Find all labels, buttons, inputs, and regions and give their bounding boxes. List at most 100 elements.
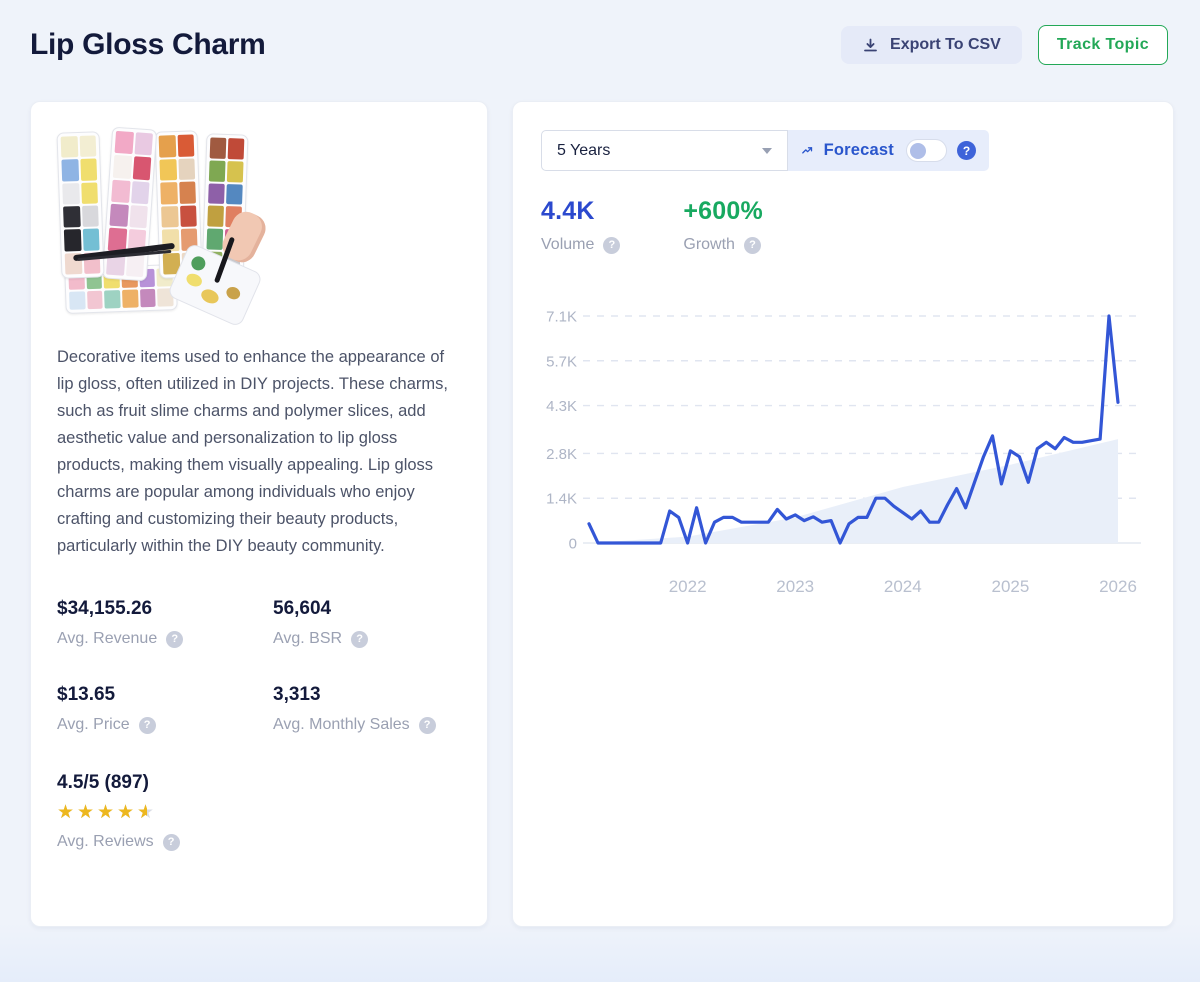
charm-cell	[122, 289, 139, 308]
page-header: Lip Gloss Charm Export To CSV Track Topi…	[0, 0, 1200, 65]
charm-cell	[207, 205, 224, 228]
volume-value: 4.4K	[541, 197, 595, 225]
help-icon[interactable]: ?	[162, 833, 180, 851]
y-axis-tick-label: 4.3K	[546, 398, 577, 415]
star-icon: ★ ★	[117, 802, 135, 824]
stat-label-row: Avg. Monthly Sales?	[273, 716, 461, 734]
forecast-toggle-knob	[910, 142, 926, 159]
charm-cell	[104, 290, 121, 309]
reviews-block: 4.5/5 (897) ★ ★ ★ ★ ★ ★ ★ ★ ★ ★ Avg. Reviews ?	[57, 772, 461, 851]
forecast-trend-area	[589, 439, 1118, 543]
header-actions: Export To CSV Track Topic	[841, 25, 1168, 65]
product-card: Decorative items used to enhance the app…	[30, 101, 488, 927]
charm-cell	[158, 135, 176, 158]
stat-item: $34,155.26 Avg. Revenue?	[57, 598, 273, 648]
x-axis-tick-label: 2025	[991, 577, 1029, 596]
y-axis-tick-label: 5.7K	[546, 353, 577, 370]
star-icon: ★ ★	[57, 802, 75, 824]
help-icon[interactable]: ?	[351, 630, 369, 648]
page-title: Lip Gloss Charm	[30, 28, 266, 61]
charm-cell	[133, 132, 153, 156]
charm-cell	[69, 291, 86, 310]
charm-cell	[160, 182, 178, 205]
stat-value: $34,155.26	[57, 598, 153, 620]
charm-cell	[227, 138, 245, 160]
growth-label-row: Growth ?	[683, 236, 763, 254]
x-axis-tick-label: 2023	[776, 577, 814, 596]
time-range-select[interactable]: 5 Years	[541, 130, 788, 171]
stat-label-row: Avg. Price?	[57, 716, 273, 734]
charm-blob	[189, 254, 208, 273]
charm-cell	[159, 158, 177, 181]
charm-cell	[128, 205, 148, 229]
stats-grid: $34,155.26 Avg. Revenue? 56,604 Avg. BSR? $1…	[57, 598, 461, 734]
download-icon	[864, 38, 877, 51]
reviews-label-row: Avg. Reviews ?	[57, 833, 461, 851]
volume-line-series	[587, 314, 1120, 545]
chevron-down-icon	[762, 147, 772, 154]
stat-label-row: Avg. BSR?	[273, 630, 461, 648]
charm-cell	[130, 180, 150, 205]
star-icon: ★ ★	[137, 802, 155, 824]
charm-cell	[226, 160, 244, 183]
main-content: Decorative items used to enhance the app…	[0, 65, 1200, 927]
star-icon: ★ ★	[97, 802, 115, 824]
track-topic-button[interactable]: Track Topic	[1037, 25, 1168, 65]
trend-card: 5 Years Forecast ? 4.4K Volume ?	[512, 101, 1174, 927]
charm-blob	[184, 271, 204, 289]
charm-cell	[62, 182, 80, 205]
charm-blob	[199, 286, 221, 307]
forecast-toggle[interactable]	[906, 139, 947, 162]
forecast-help-icon[interactable]: ?	[957, 141, 976, 160]
x-axis-tick-label: 2024	[884, 577, 922, 596]
stat-label: Avg. BSR	[273, 630, 343, 648]
time-range-value: 5 Years	[557, 141, 611, 159]
charm-cell	[208, 183, 225, 205]
charm-cell	[178, 181, 196, 204]
charm-cell	[161, 205, 179, 228]
forecast-group: Forecast ?	[788, 130, 989, 171]
y-axis-tick-label: 0	[569, 536, 577, 553]
charm-cell	[82, 228, 100, 251]
help-icon[interactable]: ?	[603, 236, 621, 254]
y-axis-tick-label: 1.4K	[546, 491, 577, 508]
charm-cell	[63, 206, 81, 228]
charm-cell	[209, 137, 227, 159]
y-axis-tick-label: 2.8K	[546, 446, 577, 463]
charm-cell	[132, 156, 152, 181]
x-axis-tick-label: 2026	[1099, 577, 1137, 596]
volume-label: Volume	[541, 236, 595, 253]
reviews-value: 4.5/5 (897)	[57, 772, 149, 794]
charm-cell	[179, 204, 197, 227]
charm-cell	[109, 203, 129, 228]
stat-item: 3,313 Avg. Monthly Sales?	[273, 684, 461, 734]
x-axis-tick-label: 2022	[669, 577, 707, 596]
charm-cell	[112, 155, 132, 179]
product-description: Decorative items used to enhance the app…	[57, 348, 448, 556]
stat-value: 56,604	[273, 598, 332, 620]
help-icon[interactable]: ?	[166, 630, 184, 648]
charm-cell	[208, 160, 226, 182]
help-icon[interactable]: ?	[418, 716, 436, 734]
stat-value: 3,313	[273, 684, 321, 706]
charm-blob	[224, 284, 243, 302]
growth-value: +600%	[683, 197, 763, 225]
star-icon: ★ ★	[77, 802, 95, 824]
charm-cell	[60, 136, 78, 158]
charm-cell	[63, 229, 82, 252]
metrics-row: 4.4K Volume ? +600% Growth ?	[541, 197, 1145, 254]
charm-cell	[111, 179, 131, 203]
export-csv-button[interactable]: Export To CSV	[841, 26, 1022, 64]
charm-cell	[177, 157, 196, 180]
chart-controls: 5 Years Forecast ?	[541, 130, 1145, 171]
charm-cell	[61, 159, 79, 182]
charm-cell	[206, 228, 224, 251]
stat-value: $13.65	[57, 684, 116, 706]
help-icon[interactable]: ?	[743, 236, 761, 254]
help-icon[interactable]: ?	[138, 716, 156, 734]
charm-cell	[80, 182, 98, 204]
forecast-label: Forecast	[823, 141, 894, 159]
charm-cell	[79, 158, 98, 181]
charm-cell	[226, 183, 243, 206]
trend-chart[interactable]: 0 1.4K 2.8K 4.3K 5.7K 7.1K 2022 2023 2024 2025 202…	[541, 304, 1145, 604]
